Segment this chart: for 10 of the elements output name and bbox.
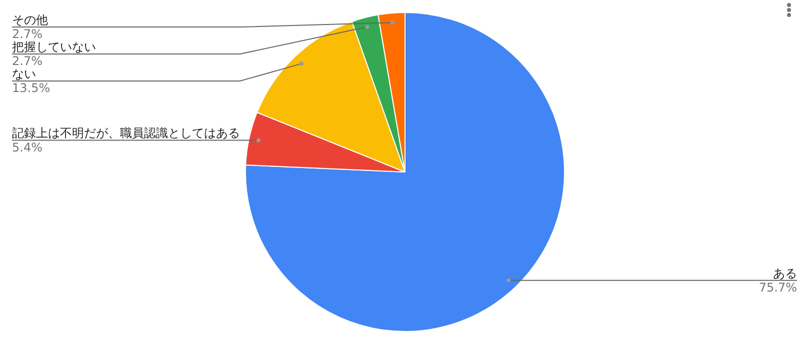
slice-label: ある bbox=[773, 266, 797, 280]
data-label: 75.7% bbox=[758, 280, 797, 294]
data-label: 2.7% bbox=[12, 27, 42, 42]
slice-label: その他 bbox=[12, 13, 48, 27]
data-label: 13.5% bbox=[12, 81, 50, 96]
data-label: 2.7% bbox=[12, 54, 42, 68]
slice-label: ない bbox=[12, 67, 36, 81]
slice-label: 記録上は不明だが、職員認識としてはある bbox=[12, 126, 240, 140]
slice-label: 把握していない bbox=[12, 40, 96, 54]
data-label: 5.4% bbox=[12, 140, 42, 154]
